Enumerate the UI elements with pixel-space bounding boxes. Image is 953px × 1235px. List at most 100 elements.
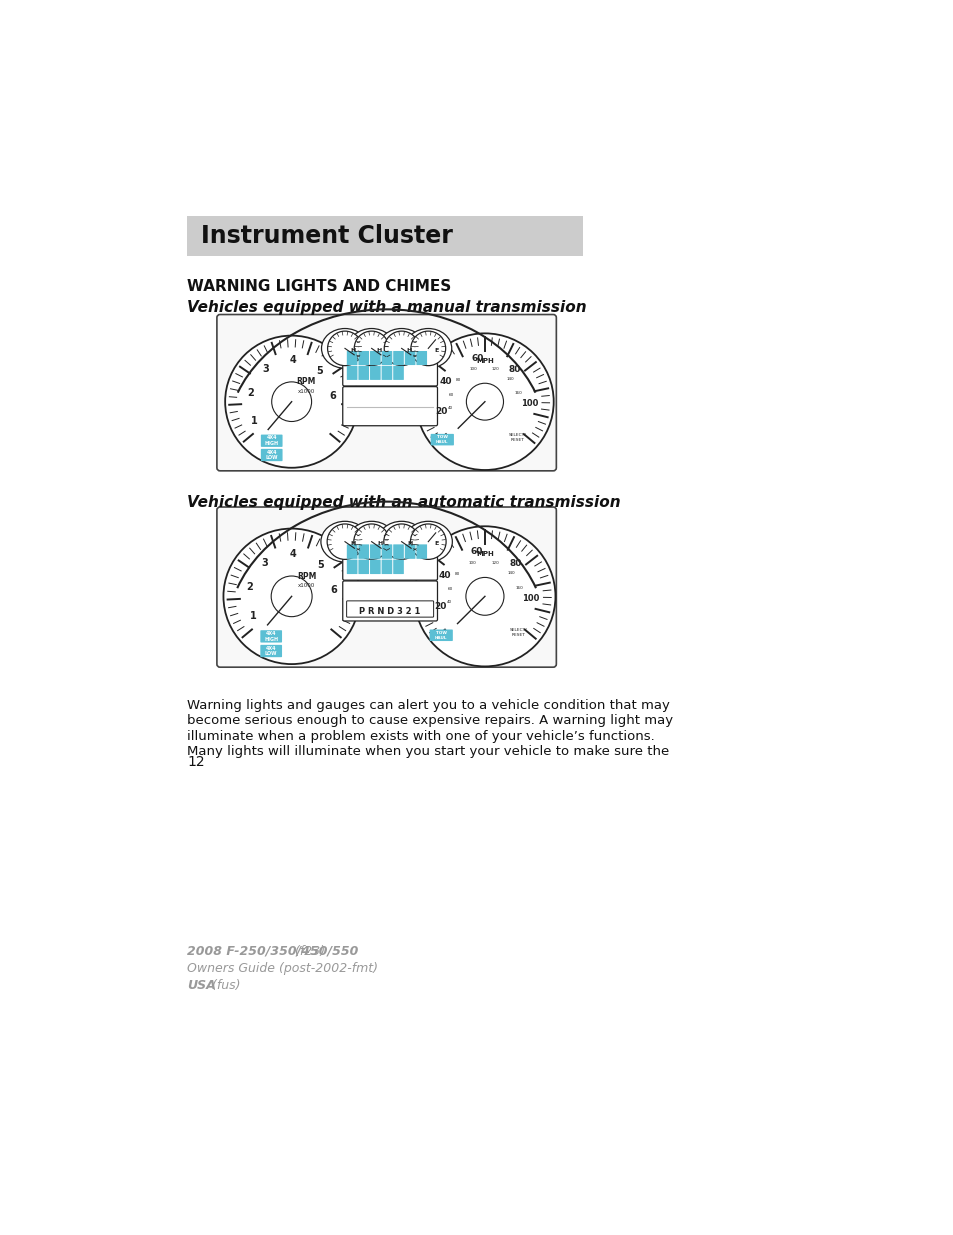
FancyBboxPatch shape [381, 366, 392, 380]
FancyBboxPatch shape [393, 545, 403, 558]
FancyBboxPatch shape [404, 545, 415, 558]
Text: become serious enough to cause expensive repairs. A warning light may: become serious enough to cause expensive… [187, 714, 673, 727]
Text: 4X4
HIGH: 4X4 HIGH [264, 436, 278, 446]
Text: 6: 6 [330, 391, 336, 401]
Circle shape [411, 331, 445, 366]
FancyBboxPatch shape [342, 543, 437, 580]
Circle shape [354, 331, 389, 366]
Text: 20: 20 [434, 601, 446, 611]
Text: 5: 5 [316, 559, 323, 569]
Text: 80: 80 [509, 366, 521, 374]
Ellipse shape [377, 329, 425, 368]
Text: 3: 3 [261, 558, 269, 568]
Circle shape [327, 524, 362, 559]
Circle shape [272, 382, 312, 421]
FancyBboxPatch shape [260, 435, 282, 447]
Text: 40: 40 [437, 572, 450, 580]
Text: E: E [434, 347, 437, 353]
FancyBboxPatch shape [393, 559, 403, 574]
FancyBboxPatch shape [416, 545, 427, 558]
Text: Vehicles equipped with an automatic transmission: Vehicles equipped with an automatic tran… [187, 495, 620, 510]
FancyBboxPatch shape [370, 351, 380, 366]
Text: 1: 1 [251, 416, 257, 426]
Text: TOW
HAUL: TOW HAUL [435, 631, 447, 640]
Text: Many lights will illuminate when you start your vehicle to make sure the: Many lights will illuminate when you sta… [187, 745, 669, 758]
Text: Vehicles equipped with a manual transmission: Vehicles equipped with a manual transmis… [187, 300, 586, 315]
FancyBboxPatch shape [342, 351, 437, 387]
Text: 160: 160 [515, 391, 522, 395]
Text: 100: 100 [469, 367, 476, 372]
Ellipse shape [404, 329, 452, 368]
Ellipse shape [377, 521, 425, 562]
Text: 1: 1 [250, 611, 256, 621]
Ellipse shape [404, 521, 452, 562]
FancyBboxPatch shape [393, 366, 403, 380]
Text: H: H [406, 347, 412, 353]
FancyBboxPatch shape [347, 545, 357, 558]
Text: Warning lights and gauges can alert you to a vehicle condition that may: Warning lights and gauges can alert you … [187, 699, 670, 711]
Text: 100: 100 [468, 561, 476, 566]
Text: H: H [407, 541, 412, 546]
Text: x1000: x1000 [297, 583, 314, 588]
Text: WARNING LIGHTS AND CHIMES: WARNING LIGHTS AND CHIMES [187, 279, 451, 294]
Text: x1000: x1000 [297, 389, 314, 394]
Text: 120: 120 [492, 367, 499, 370]
Text: 2008 F-250/350/450/550: 2008 F-250/350/450/550 [187, 945, 358, 958]
Text: 5: 5 [316, 366, 323, 375]
Text: 140: 140 [507, 571, 515, 574]
Text: 6: 6 [331, 585, 337, 595]
FancyBboxPatch shape [370, 559, 380, 574]
Text: SELECT/
RESET: SELECT/ RESET [509, 629, 527, 637]
Ellipse shape [321, 329, 368, 368]
Circle shape [414, 526, 555, 667]
Ellipse shape [320, 521, 369, 562]
Text: TOW
HAUL: TOW HAUL [436, 436, 448, 443]
Text: SELECT/
RESET: SELECT/ RESET [509, 433, 526, 441]
Text: H: H [350, 347, 355, 353]
Ellipse shape [348, 329, 395, 368]
FancyBboxPatch shape [342, 387, 437, 426]
Text: MPH: MPH [476, 551, 494, 557]
Text: Instrument Cluster: Instrument Cluster [201, 224, 453, 248]
FancyBboxPatch shape [393, 351, 403, 366]
FancyBboxPatch shape [216, 315, 556, 471]
Text: E: E [434, 541, 438, 546]
FancyBboxPatch shape [358, 545, 369, 558]
Text: 100: 100 [521, 594, 538, 603]
Text: 4X4
LOW: 4X4 LOW [265, 646, 277, 657]
Text: 120: 120 [492, 561, 499, 564]
Text: H: H [376, 541, 382, 546]
Text: 60: 60 [471, 547, 483, 556]
Circle shape [384, 331, 418, 366]
FancyBboxPatch shape [358, 366, 369, 380]
Text: MPH: MPH [476, 358, 494, 363]
Circle shape [225, 336, 357, 468]
FancyBboxPatch shape [347, 351, 357, 366]
Circle shape [327, 331, 362, 366]
Text: 80: 80 [455, 572, 459, 576]
FancyBboxPatch shape [430, 433, 454, 446]
Text: 60: 60 [448, 393, 453, 396]
FancyBboxPatch shape [347, 366, 357, 380]
FancyBboxPatch shape [429, 630, 453, 641]
Text: illuminate when a problem exists with one of your vehicle’s functions.: illuminate when a problem exists with on… [187, 730, 655, 742]
Circle shape [416, 333, 553, 471]
FancyBboxPatch shape [347, 559, 357, 574]
FancyBboxPatch shape [260, 645, 282, 657]
Text: USA: USA [187, 978, 216, 992]
Text: 60: 60 [447, 587, 453, 592]
FancyBboxPatch shape [358, 351, 369, 366]
Circle shape [354, 524, 389, 559]
Text: P R N D 3 2 1: P R N D 3 2 1 [359, 606, 420, 616]
FancyBboxPatch shape [260, 448, 282, 461]
Text: H: H [376, 347, 381, 353]
FancyBboxPatch shape [381, 559, 392, 574]
Text: 3: 3 [262, 364, 269, 374]
FancyBboxPatch shape [358, 559, 369, 574]
FancyBboxPatch shape [342, 580, 437, 621]
Circle shape [410, 524, 446, 559]
Text: 40: 40 [448, 405, 453, 410]
Text: 4: 4 [290, 356, 296, 366]
Bar [187, 216, 582, 256]
Text: (fus): (fus) [208, 978, 240, 992]
